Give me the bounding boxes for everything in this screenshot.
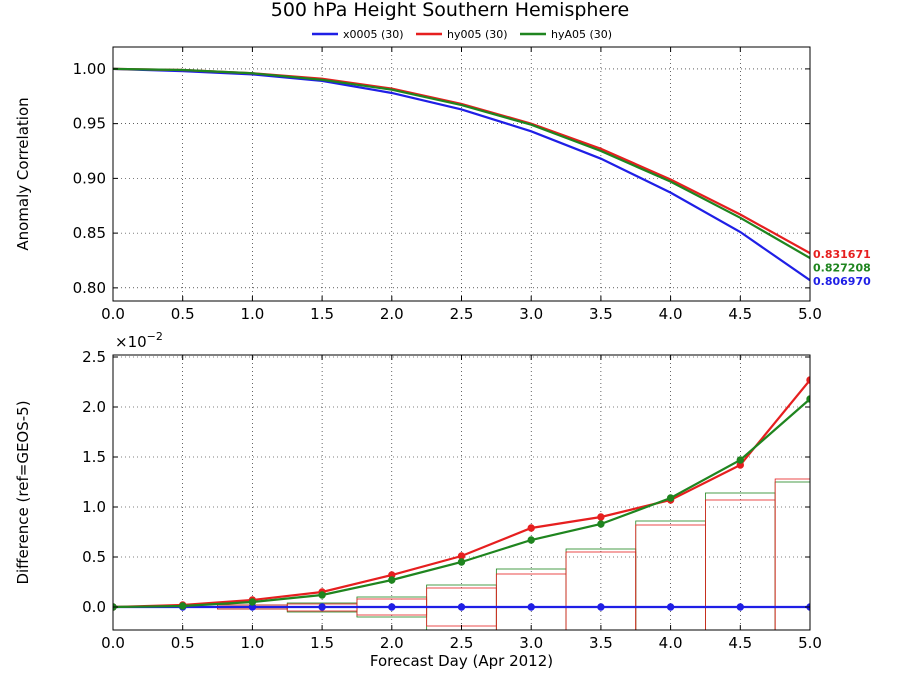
data-point bbox=[457, 552, 466, 560]
x-axis-label: Forecast Day (Apr 2012) bbox=[370, 652, 553, 670]
data-point bbox=[597, 520, 605, 528]
x-tick-label: 4.5 bbox=[728, 305, 752, 323]
x-tick-label: 2.0 bbox=[380, 305, 404, 323]
data-point bbox=[248, 598, 257, 606]
end-value-label: 0.806970 bbox=[813, 275, 871, 288]
confidence-box-red bbox=[495, 573, 567, 630]
series-line-0 bbox=[113, 67, 810, 282]
data-point bbox=[388, 603, 396, 611]
x-tick-label: 0.5 bbox=[171, 634, 195, 652]
data-point bbox=[527, 603, 535, 611]
legend: x0005 (30) hy005 (30) hyA05 (30) bbox=[312, 28, 612, 41]
grid bbox=[113, 47, 810, 301]
chart-title: 500 hPa Height Southern Hemisphere bbox=[271, 0, 630, 21]
legend-label: x0005 (30) bbox=[343, 28, 404, 41]
x-tick-label: 2.5 bbox=[450, 634, 474, 652]
x-tick-label: 5.0 bbox=[798, 305, 822, 323]
end-value-label: 0.827208 bbox=[813, 262, 871, 275]
exponent-label: ×10−2 bbox=[115, 330, 163, 351]
x-tick-label: 0.0 bbox=[101, 305, 125, 323]
x-tick-label: 2.0 bbox=[380, 634, 404, 652]
confidence-box-red bbox=[774, 478, 810, 630]
x-tick-label: 3.5 bbox=[589, 305, 613, 323]
x-tick-label: 5.0 bbox=[798, 634, 822, 652]
data-point bbox=[388, 576, 396, 584]
x-tick-label: 1.0 bbox=[240, 634, 264, 652]
plot-area bbox=[113, 67, 810, 282]
data-point bbox=[457, 603, 466, 611]
series-line-1 bbox=[113, 67, 810, 255]
legend-label: hy005 (30) bbox=[447, 28, 508, 41]
plot-area bbox=[113, 376, 810, 630]
end-value-label: 0.831671 bbox=[813, 248, 871, 261]
ticks: 0.0 0.5 1.0 1.5 2.0 2.5 3.0 3.5 4.0 4.5 5.0 0.80 0.8… bbox=[73, 47, 822, 323]
data-point bbox=[318, 591, 326, 599]
y-tick-label: 1.0 bbox=[82, 498, 106, 516]
x-tick-label: 4.0 bbox=[659, 305, 683, 323]
confidence-box-red bbox=[635, 524, 706, 630]
y-axis-label: Anomaly Correlation bbox=[14, 97, 32, 250]
x-tick-label: 3.0 bbox=[519, 634, 543, 652]
x-tick-label: 0.0 bbox=[101, 634, 125, 652]
data-point bbox=[457, 558, 466, 566]
y-tick-label: 2.5 bbox=[82, 348, 106, 366]
confidence-box-green bbox=[565, 548, 637, 630]
x-tick-label: 3.5 bbox=[589, 634, 613, 652]
y-tick-label: 1.00 bbox=[73, 60, 106, 78]
y-tick-label: 0.5 bbox=[82, 548, 106, 566]
y-tick-label: 0.0 bbox=[82, 598, 106, 616]
data-point bbox=[597, 513, 605, 521]
x-tick-label: 4.5 bbox=[728, 634, 752, 652]
data-point bbox=[666, 494, 675, 502]
y-tick-label: 0.90 bbox=[73, 169, 106, 187]
x-tick-label: 1.5 bbox=[310, 634, 334, 652]
data-point bbox=[527, 524, 535, 532]
x-tick-label: 1.5 bbox=[310, 305, 334, 323]
x-tick-label: 4.0 bbox=[659, 634, 683, 652]
data-point bbox=[736, 456, 744, 464]
y-axis-label: Difference (ref=GEOS-5) bbox=[14, 400, 32, 584]
y-tick-label: 0.80 bbox=[73, 279, 106, 297]
data-point bbox=[527, 536, 535, 544]
series-line-2 bbox=[113, 67, 810, 260]
x-tick-label: 1.0 bbox=[240, 305, 264, 323]
plot-frame bbox=[112, 46, 811, 302]
data-point bbox=[736, 603, 744, 611]
data-point bbox=[666, 603, 675, 611]
y-tick-label: 2.0 bbox=[82, 398, 106, 416]
y-tick-label: 0.95 bbox=[73, 115, 106, 133]
top-panel-anomaly-correlation: 0.0 0.5 1.0 1.5 2.0 2.5 3.0 3.5 4.0 4.5 5.0 0.80 0.8… bbox=[14, 46, 871, 323]
x-tick-label: 3.0 bbox=[519, 305, 543, 323]
legend-label: hyA05 (30) bbox=[551, 28, 612, 41]
data-point bbox=[597, 603, 605, 611]
x-tick-label: 0.5 bbox=[171, 305, 195, 323]
data-point bbox=[318, 603, 326, 611]
ticks: 0.0 0.5 1.0 1.5 2.0 2.5 3.0 3.5 4.0 4.5 5.0 0.0 0.5 1… bbox=[82, 348, 822, 652]
y-tick-label: 1.5 bbox=[82, 448, 106, 466]
bottom-panel-difference: 0.0 0.5 1.0 1.5 2.0 2.5 3.0 3.5 4.0 4.5 5.0 0.0 0.5 1… bbox=[14, 330, 822, 670]
data-point bbox=[179, 602, 187, 610]
y-tick-label: 0.85 bbox=[73, 224, 106, 242]
x-tick-label: 2.5 bbox=[450, 305, 474, 323]
